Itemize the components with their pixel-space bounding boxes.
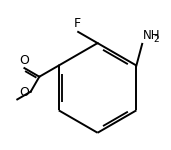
- Text: F: F: [74, 17, 81, 30]
- Text: NH: NH: [143, 30, 161, 42]
- Text: O: O: [19, 54, 29, 67]
- Text: O: O: [19, 86, 29, 99]
- Text: 2: 2: [153, 35, 159, 44]
